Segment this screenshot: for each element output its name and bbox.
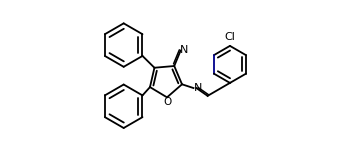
Text: N: N	[194, 83, 203, 93]
Text: O: O	[164, 97, 172, 107]
Text: Cl: Cl	[225, 32, 235, 42]
Text: N: N	[180, 45, 188, 55]
